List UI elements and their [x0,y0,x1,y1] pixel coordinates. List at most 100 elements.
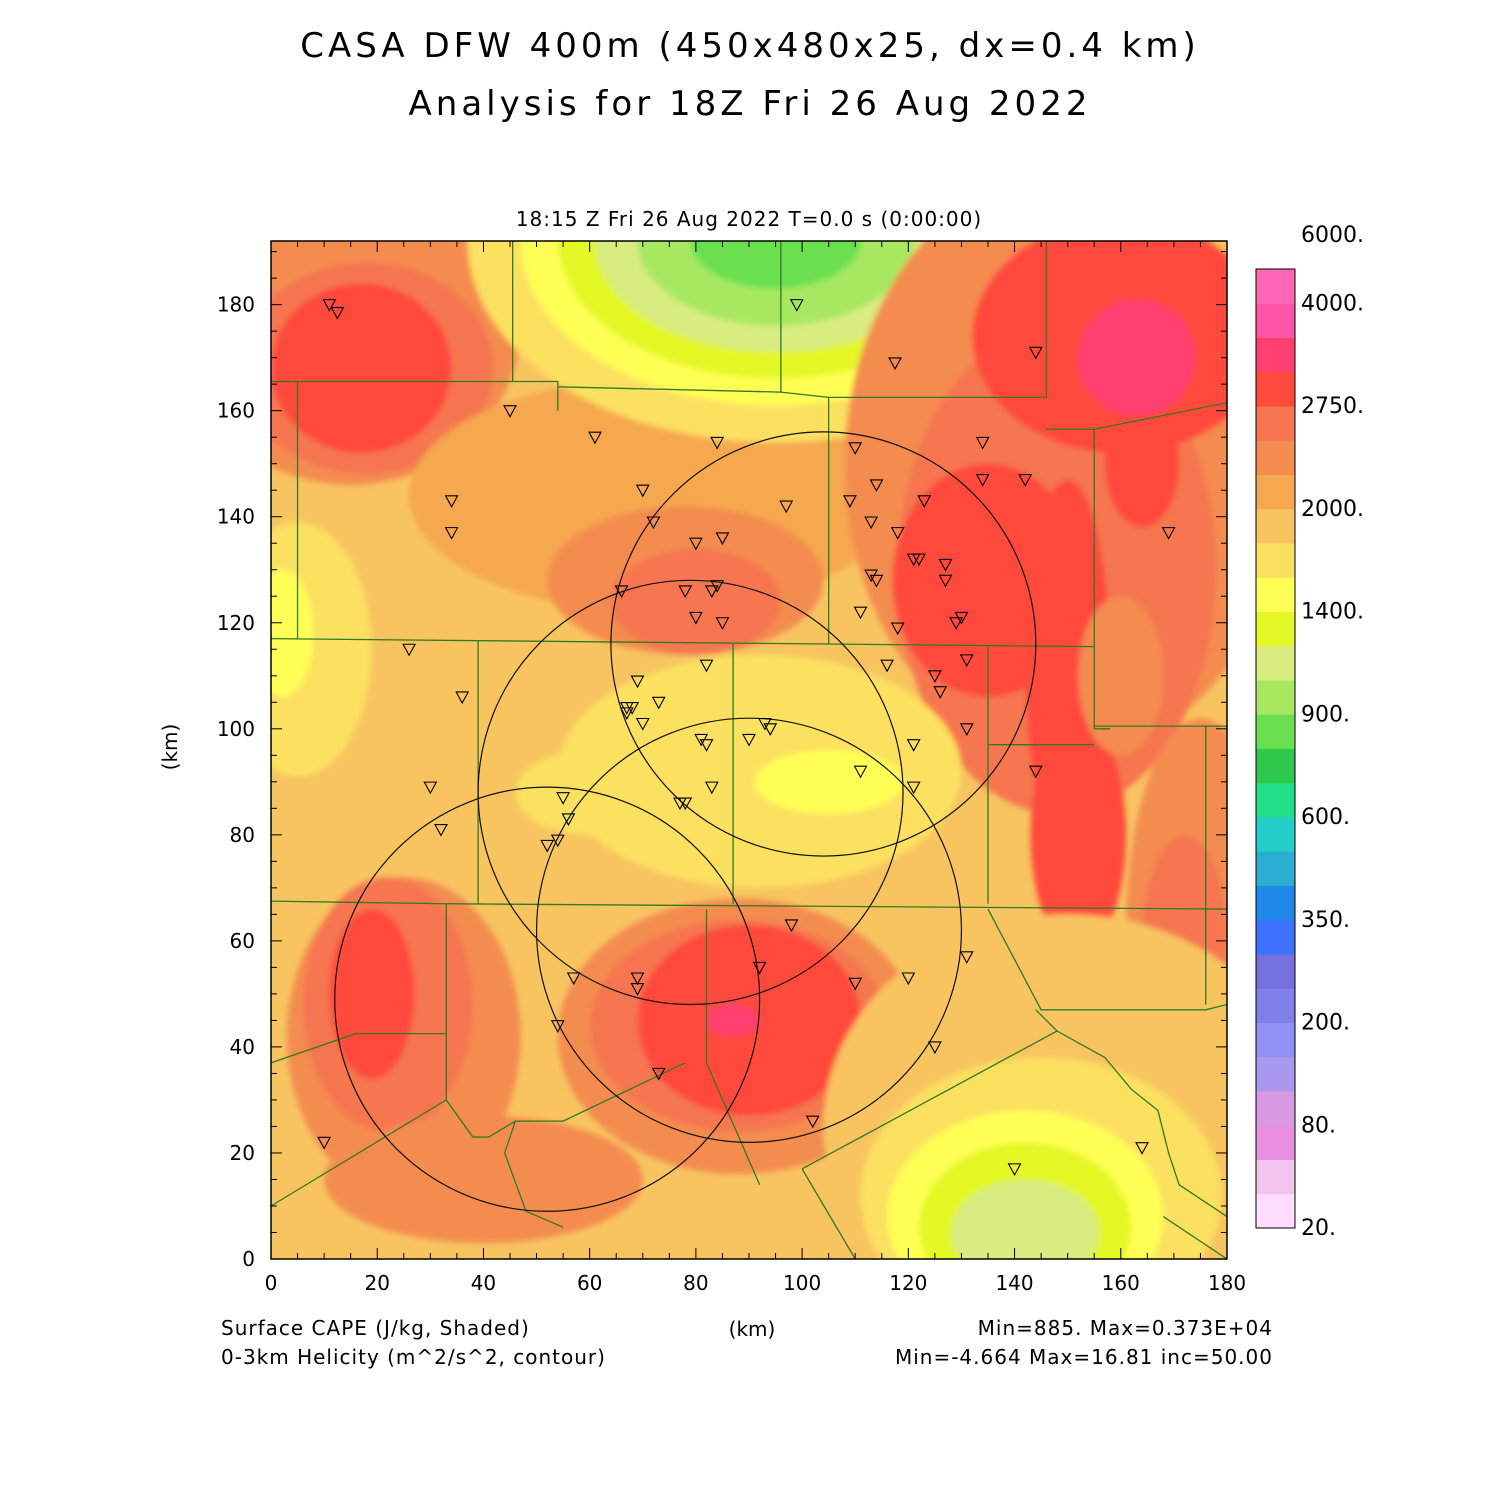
station-marker [752,961,767,975]
station-marker [864,516,879,530]
colorbar-swatch [1256,611,1295,647]
colorbar-swatch [1256,919,1295,955]
station-marker [715,617,730,630]
station-marker [699,739,714,752]
colorbar-label: 600. [1301,805,1350,830]
station-marker [901,972,916,986]
county-line-13 [1093,646,1111,730]
station-marker [959,654,974,668]
colorbar-swatch [1256,440,1295,475]
shaded-field-stats: Min=885. Max=0.373E+04 [977,1316,1273,1340]
station-marker [888,357,902,371]
colorbar-swatch [1256,885,1295,921]
station-marker [635,484,650,498]
colorbar-frame [1255,268,1296,1229]
station-marker [789,299,804,312]
station-marker [853,606,868,620]
colorbar-swatch [1256,714,1295,749]
colorbar-swatch [1256,782,1295,818]
station-marker [906,781,921,795]
x-tick-label: 0 [265,1271,278,1295]
cape-region-24 [754,750,904,814]
station-marker [619,707,634,721]
y-tick-label: 40 [230,1035,255,1059]
station-marker [890,622,905,636]
station-marker [912,553,926,567]
station-marker [906,739,921,752]
station-marker [975,436,990,450]
contour-field-label: 0-3km Helicity (m^2/s^2, contour) [221,1345,606,1369]
cape-shading [271,241,1227,1259]
colorbar-label: 6000. [1301,223,1364,248]
colorbar-swatch [1256,1125,1295,1160]
station-marker [423,781,438,795]
station-marker [455,691,470,705]
colorbar-swatch [1256,1056,1295,1092]
colorbar-label: 2750. [1301,394,1364,419]
station-marker [938,574,953,588]
county-boundaries [271,241,1227,1259]
station-marker [635,717,650,731]
station-marker [651,696,666,710]
colorbar-swatch [1256,337,1295,373]
cape-region-5 [610,548,781,655]
cape-region-20 [1078,596,1164,756]
cape-region-33 [324,1115,643,1244]
colorbar-label: 20. [1301,1216,1336,1241]
county-line-21 [705,909,761,1186]
station-marker [561,813,576,827]
station-marker [710,436,725,450]
colorbar-swatch [1256,851,1295,886]
station-marker [550,834,565,848]
y-tick-label: 100 [217,717,255,741]
colorbar-swatch [1256,371,1295,407]
helicity-contour-0 [334,786,761,1212]
x-tick-label: 20 [364,1271,389,1295]
station-marker [630,972,645,986]
station-marker [678,585,693,599]
station-marker [330,307,345,320]
station-marker [434,823,448,837]
station-marker [699,659,714,673]
station-marker [848,977,863,991]
colorbar-swatch [1256,748,1295,784]
station-marker [890,527,905,540]
station-marker [1018,474,1033,487]
colorbar-label: 1400. [1301,600,1364,625]
colorbar-swatch [1256,1091,1295,1126]
station-marker [444,527,459,540]
y-tick-label: 160 [217,399,255,423]
axis-ticks: 0 20 40 60 80 100 120 140 160 180 0 20 40 60 80 100 120 1… [217,241,1246,1295]
x-tick-label: 140 [995,1271,1033,1295]
x-tick-label: 40 [471,1271,496,1295]
county-line-24 [1035,1009,1227,1218]
colorbar-swatch [1256,543,1295,578]
colorbar-swatch [1256,988,1295,1023]
station-marker [927,1041,942,1055]
title-line-2: Analysis for 18Z Fri 26 Aug 2022 [408,84,1092,124]
station-marker [959,723,974,736]
shaded-field-label: Surface CAPE (J/kg, Shaded) [221,1316,530,1340]
station-marker [540,839,555,853]
colorbar-swatch [1256,406,1295,441]
station-marker [704,585,719,599]
y-tick-label: 60 [230,929,255,953]
station-marker [1161,527,1176,540]
colorbar-swatch [1256,1159,1295,1195]
cape-region-18 [1104,400,1180,528]
station-marker [715,532,730,546]
helicity-contour-3 [610,431,1037,857]
colorbar: 20. 80. 200. 350. 600. 900. 1400. 2000. 2750. 400… [1255,223,1364,1241]
county-line-25 [1162,1216,1227,1259]
station-marker [784,919,799,933]
station-marker [673,797,687,811]
x-tick-label: 180 [1208,1271,1246,1295]
station-marker [688,537,703,551]
y-tick-label: 20 [230,1141,255,1165]
helicity-contour-2 [535,717,963,1143]
station-marker [1135,1142,1149,1155]
station-marker [1007,1163,1022,1177]
colorbar-swatch [1256,1193,1295,1229]
